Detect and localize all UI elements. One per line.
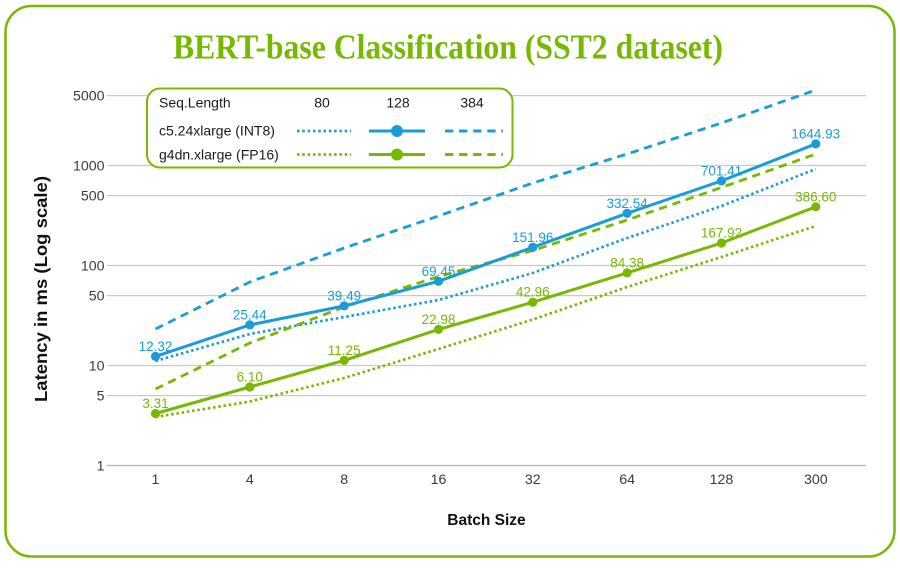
svg-text:Batch Size: Batch Size — [447, 512, 526, 529]
svg-text:128: 128 — [386, 95, 410, 111]
svg-text:69.45: 69.45 — [422, 264, 456, 279]
svg-text:12.32: 12.32 — [139, 339, 173, 354]
svg-text:386.60: 386.60 — [795, 189, 836, 204]
svg-text:6.10: 6.10 — [237, 370, 263, 385]
svg-text:8: 8 — [340, 472, 348, 488]
svg-text:84.38: 84.38 — [610, 255, 644, 270]
svg-text:500: 500 — [81, 188, 105, 204]
svg-text:32: 32 — [525, 472, 541, 488]
svg-text:10: 10 — [89, 358, 105, 374]
svg-text:64: 64 — [619, 472, 635, 488]
svg-text:5: 5 — [97, 388, 105, 404]
svg-text:BERT-base Classification (SST2: BERT-base Classification (SST2 dataset) — [173, 29, 723, 67]
svg-text:80: 80 — [314, 95, 330, 111]
svg-text:39.49: 39.49 — [327, 288, 361, 303]
svg-text:151.96: 151.96 — [512, 230, 553, 245]
svg-text:50: 50 — [89, 288, 105, 304]
svg-text:167.92: 167.92 — [701, 226, 742, 241]
svg-text:1: 1 — [152, 472, 160, 488]
svg-text:384: 384 — [460, 95, 484, 111]
svg-text:100: 100 — [81, 258, 105, 274]
svg-text:42.96: 42.96 — [516, 285, 550, 300]
svg-text:g4dn.xlarge (FP16): g4dn.xlarge (FP16) — [159, 147, 279, 163]
svg-text:Seq.Length: Seq.Length — [159, 95, 231, 111]
svg-text:c5.24xlarge (INT8): c5.24xlarge (INT8) — [159, 123, 275, 139]
svg-text:1000: 1000 — [73, 158, 105, 174]
svg-text:128: 128 — [710, 472, 734, 488]
svg-text:3.31: 3.31 — [142, 396, 168, 411]
svg-text:11.25: 11.25 — [328, 343, 361, 358]
svg-text:5000: 5000 — [73, 88, 105, 104]
svg-text:4: 4 — [246, 472, 254, 488]
svg-text:1644.93: 1644.93 — [791, 126, 840, 141]
svg-text:332.54: 332.54 — [606, 196, 648, 211]
svg-text:25.44: 25.44 — [233, 307, 267, 322]
svg-text:16: 16 — [431, 472, 447, 488]
svg-text:1: 1 — [97, 458, 105, 474]
svg-text:22.98: 22.98 — [422, 312, 456, 327]
svg-text:Latency in ms (Log scale): Latency in ms (Log scale) — [31, 176, 51, 402]
svg-text:701.41: 701.41 — [701, 163, 742, 178]
svg-text:300: 300 — [804, 472, 828, 488]
